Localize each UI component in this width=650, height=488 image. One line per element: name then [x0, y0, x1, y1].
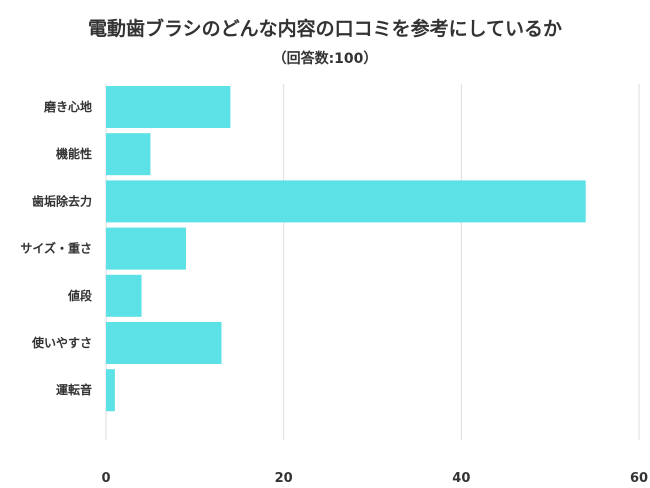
- category-label: 磨き心地: [43, 99, 92, 114]
- x-tick-label: 60: [630, 471, 648, 486]
- category-label: 歯垢除去力: [32, 193, 92, 208]
- category-label: 値段: [67, 288, 93, 303]
- x-tick-label: 0: [101, 471, 110, 486]
- bar: [106, 369, 115, 412]
- bar: [106, 180, 586, 223]
- category-label: 運転音: [56, 382, 92, 397]
- bar: [106, 86, 231, 128]
- chart-title: 電動歯ブラシのどんな内容の口コミを参考にしているか: [87, 18, 563, 40]
- category-label: 機能性: [56, 146, 92, 161]
- x-tick-label: 20: [275, 471, 293, 486]
- bar: [106, 227, 186, 270]
- category-label: 使いやすさ: [31, 335, 92, 350]
- bar: [106, 133, 151, 176]
- bar: [106, 274, 142, 317]
- category-label: サイズ・重さ: [20, 241, 92, 256]
- bar: [106, 322, 222, 364]
- chart-subtitle: （回答数:100）: [272, 51, 378, 67]
- x-tick-label: 40: [452, 471, 470, 486]
